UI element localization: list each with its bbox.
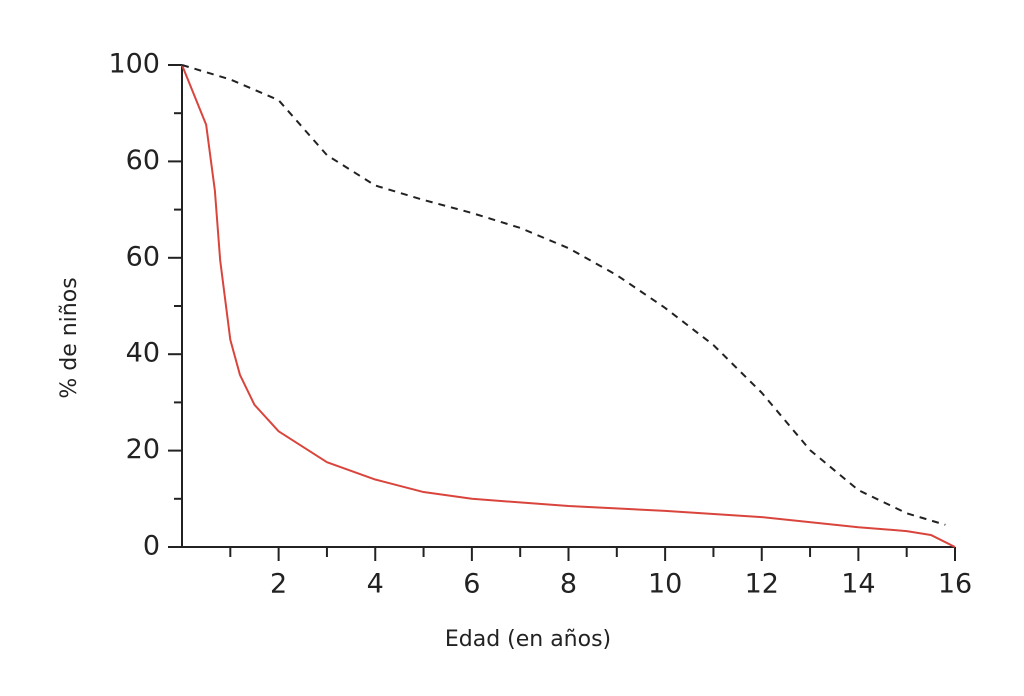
x-tick-label: 4 bbox=[367, 569, 384, 600]
y-tick-label: 60 bbox=[126, 241, 160, 272]
x-tick-label: 8 bbox=[560, 569, 577, 600]
x-axis-label: Edad (en años) bbox=[445, 627, 611, 652]
x-tick-label: 12 bbox=[745, 569, 779, 600]
series-line bbox=[181, 64, 946, 526]
y-tick-label: 0 bbox=[143, 531, 160, 562]
series-line bbox=[181, 64, 956, 548]
y-axis-label: % de niños bbox=[57, 277, 82, 398]
x-tick-label: 10 bbox=[648, 569, 682, 600]
y-tick-label: 20 bbox=[126, 434, 160, 465]
y-tick-label: 100 bbox=[108, 49, 160, 80]
x-tick-label: 14 bbox=[841, 569, 875, 600]
x-tick-label: 6 bbox=[463, 569, 480, 600]
y-tick-label: 60 bbox=[126, 145, 160, 176]
x-tick-label: 2 bbox=[270, 569, 287, 600]
y-tick-label: 40 bbox=[126, 338, 160, 369]
x-tick-label: 16 bbox=[938, 569, 972, 600]
